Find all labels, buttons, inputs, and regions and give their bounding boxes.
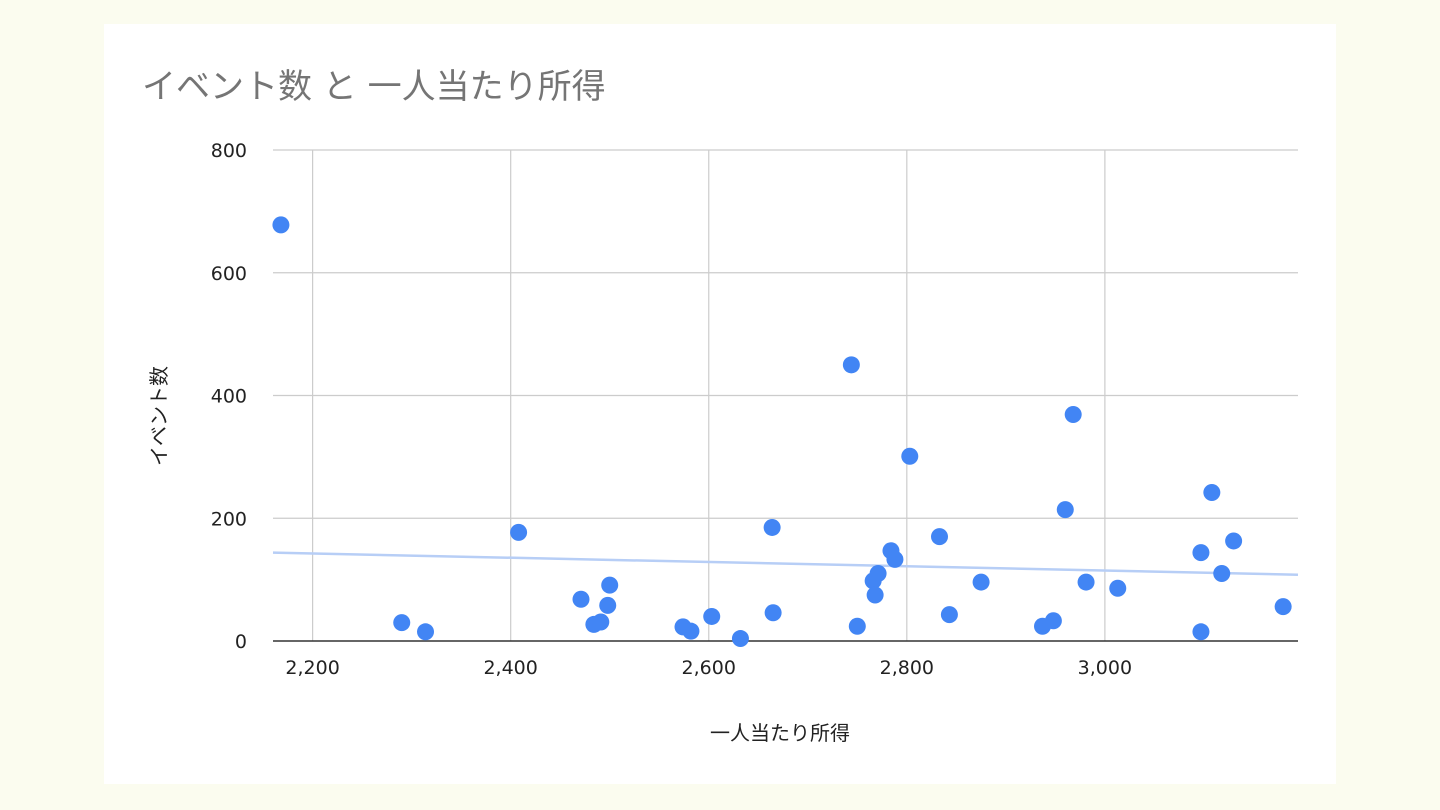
- data-point[interactable]: [592, 613, 610, 631]
- tick-labels: 0 200 400 600 800 2,200 2,400 2,600 2,800 3,000: [211, 140, 1132, 679]
- data-point[interactable]: [510, 523, 528, 541]
- data-point[interactable]: [731, 630, 749, 648]
- chart-card: イベント数 と 一人当たり所得 0 200 400 600 800 2,200 2,400 2…: [104, 24, 1336, 784]
- y-tick-label: 0: [235, 631, 247, 653]
- y-tick-label: 600: [211, 263, 247, 285]
- data-point[interactable]: [764, 604, 782, 622]
- data-point[interactable]: [1064, 406, 1082, 424]
- data-points: [272, 216, 1292, 648]
- y-axis-title: イベント数: [147, 366, 171, 466]
- y-tick-label: 200: [211, 508, 247, 530]
- data-point[interactable]: [886, 550, 904, 568]
- data-point[interactable]: [848, 617, 866, 635]
- trendline-layer: [272, 551, 1299, 576]
- data-point[interactable]: [1213, 564, 1231, 582]
- x-tick-label: 2,400: [483, 657, 537, 679]
- y-tick-label: 400: [211, 386, 247, 408]
- data-point[interactable]: [866, 586, 884, 604]
- data-point[interactable]: [703, 607, 721, 625]
- data-point[interactable]: [572, 590, 590, 608]
- data-point[interactable]: [1192, 544, 1210, 562]
- data-point[interactable]: [1203, 483, 1221, 501]
- x-tick-label: 3,000: [1078, 657, 1132, 679]
- data-point[interactable]: [1044, 612, 1062, 630]
- data-point[interactable]: [1192, 623, 1210, 641]
- data-point[interactable]: [599, 596, 617, 614]
- data-point[interactable]: [842, 356, 860, 374]
- data-point[interactable]: [869, 564, 887, 582]
- data-point[interactable]: [1109, 579, 1127, 597]
- data-point[interactable]: [763, 518, 781, 536]
- data-point[interactable]: [1225, 532, 1243, 550]
- gridlines: [273, 149, 1298, 641]
- x-tick-label: 2,200: [285, 657, 339, 679]
- scatter-chart: イベント数 と 一人当たり所得 0 200 400 600 800 2,200 2,400 2…: [142, 67, 1299, 745]
- data-point[interactable]: [940, 606, 958, 624]
- data-point[interactable]: [1056, 501, 1074, 519]
- trendline: [272, 551, 1299, 576]
- data-point[interactable]: [930, 528, 948, 546]
- y-tick-label: 800: [211, 140, 247, 162]
- x-tick-label: 2,800: [880, 657, 934, 679]
- data-point[interactable]: [1077, 573, 1095, 591]
- data-point[interactable]: [601, 576, 619, 594]
- data-point[interactable]: [417, 623, 435, 641]
- data-point[interactable]: [393, 614, 411, 632]
- x-tick-label: 2,600: [682, 657, 736, 679]
- data-point[interactable]: [272, 216, 290, 234]
- data-point[interactable]: [1274, 598, 1292, 616]
- x-axis-title: 一人当たり所得: [710, 721, 850, 745]
- data-point[interactable]: [901, 447, 919, 465]
- chart-title: イベント数 と 一人当たり所得: [142, 67, 606, 107]
- data-point[interactable]: [972, 573, 990, 591]
- data-point[interactable]: [682, 622, 700, 640]
